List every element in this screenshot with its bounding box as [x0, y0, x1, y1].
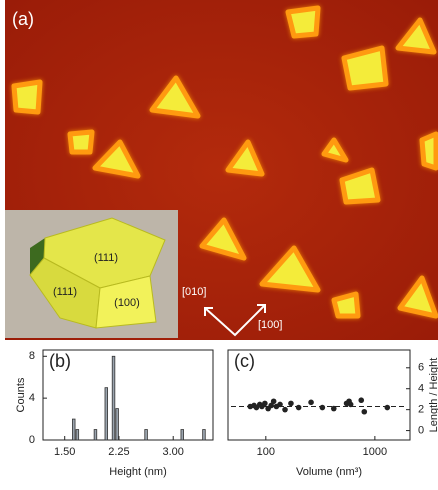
histogram-bar — [116, 409, 119, 440]
facet-label: (100) — [114, 297, 140, 309]
scatter-point — [308, 400, 314, 406]
histogram-bar — [203, 430, 206, 440]
x-tick-label: 1.50 — [54, 446, 75, 458]
scatter-point — [288, 401, 294, 407]
y-tick-label: 4 — [418, 383, 424, 395]
direction-label: [100] — [258, 319, 282, 331]
y-axis-title: Length / Height — [428, 358, 438, 433]
panel-label: (c) — [234, 351, 255, 371]
x-axis-title: Volume (nm³) — [296, 466, 362, 478]
y-tick-label: 2 — [418, 404, 424, 416]
y-tick-label: 8 — [29, 350, 35, 362]
histogram-bar — [145, 430, 148, 440]
direction-label: [010] — [182, 286, 206, 298]
histogram-bar — [105, 388, 108, 440]
x-tick-label: 2.25 — [108, 446, 129, 458]
x-tick-label: 3.00 — [163, 446, 184, 458]
y-tick-label: 0 — [29, 434, 35, 446]
scatter-point — [348, 402, 354, 408]
facet-label: (111) — [53, 286, 77, 298]
histogram-bar — [94, 430, 97, 440]
scatter-point — [262, 401, 268, 407]
x-tick-label: 100 — [257, 446, 275, 458]
figure: (a) (111) (111) (100) [010] [100] 0 4 8 1.5… — [0, 0, 438, 490]
y-tick-label: 6 — [418, 362, 424, 374]
histogram-bar — [181, 430, 184, 440]
panel-label: (b) — [49, 351, 71, 371]
histogram-bar — [72, 419, 75, 440]
y-tick-label: 4 — [29, 392, 35, 404]
panel-label: (a) — [12, 9, 34, 29]
scatter-point — [296, 405, 302, 411]
y-tick-label: 0 — [418, 424, 424, 436]
histogram-bar — [76, 430, 79, 440]
scatter-point — [331, 406, 337, 412]
y-axis-title: Counts — [15, 377, 27, 412]
scatter-point — [320, 405, 326, 411]
scatter-point — [358, 397, 364, 403]
scatter-point — [384, 405, 390, 411]
scatter-point — [361, 409, 367, 415]
scatter-point — [277, 402, 283, 408]
x-tick-label: 1000 — [363, 446, 387, 458]
x-axis-title: Height (nm) — [109, 466, 166, 478]
facet-label: (111) — [94, 252, 118, 264]
plot-frame — [228, 350, 410, 440]
scatter-point — [271, 398, 277, 404]
histogram-bar — [112, 356, 115, 440]
model-inset: (111) (111) (100) — [5, 210, 178, 338]
page: (a) (111) (111) (100) [010] [100] 0 4 8 1.5… — [0, 0, 438, 490]
scatter-point — [282, 407, 288, 413]
